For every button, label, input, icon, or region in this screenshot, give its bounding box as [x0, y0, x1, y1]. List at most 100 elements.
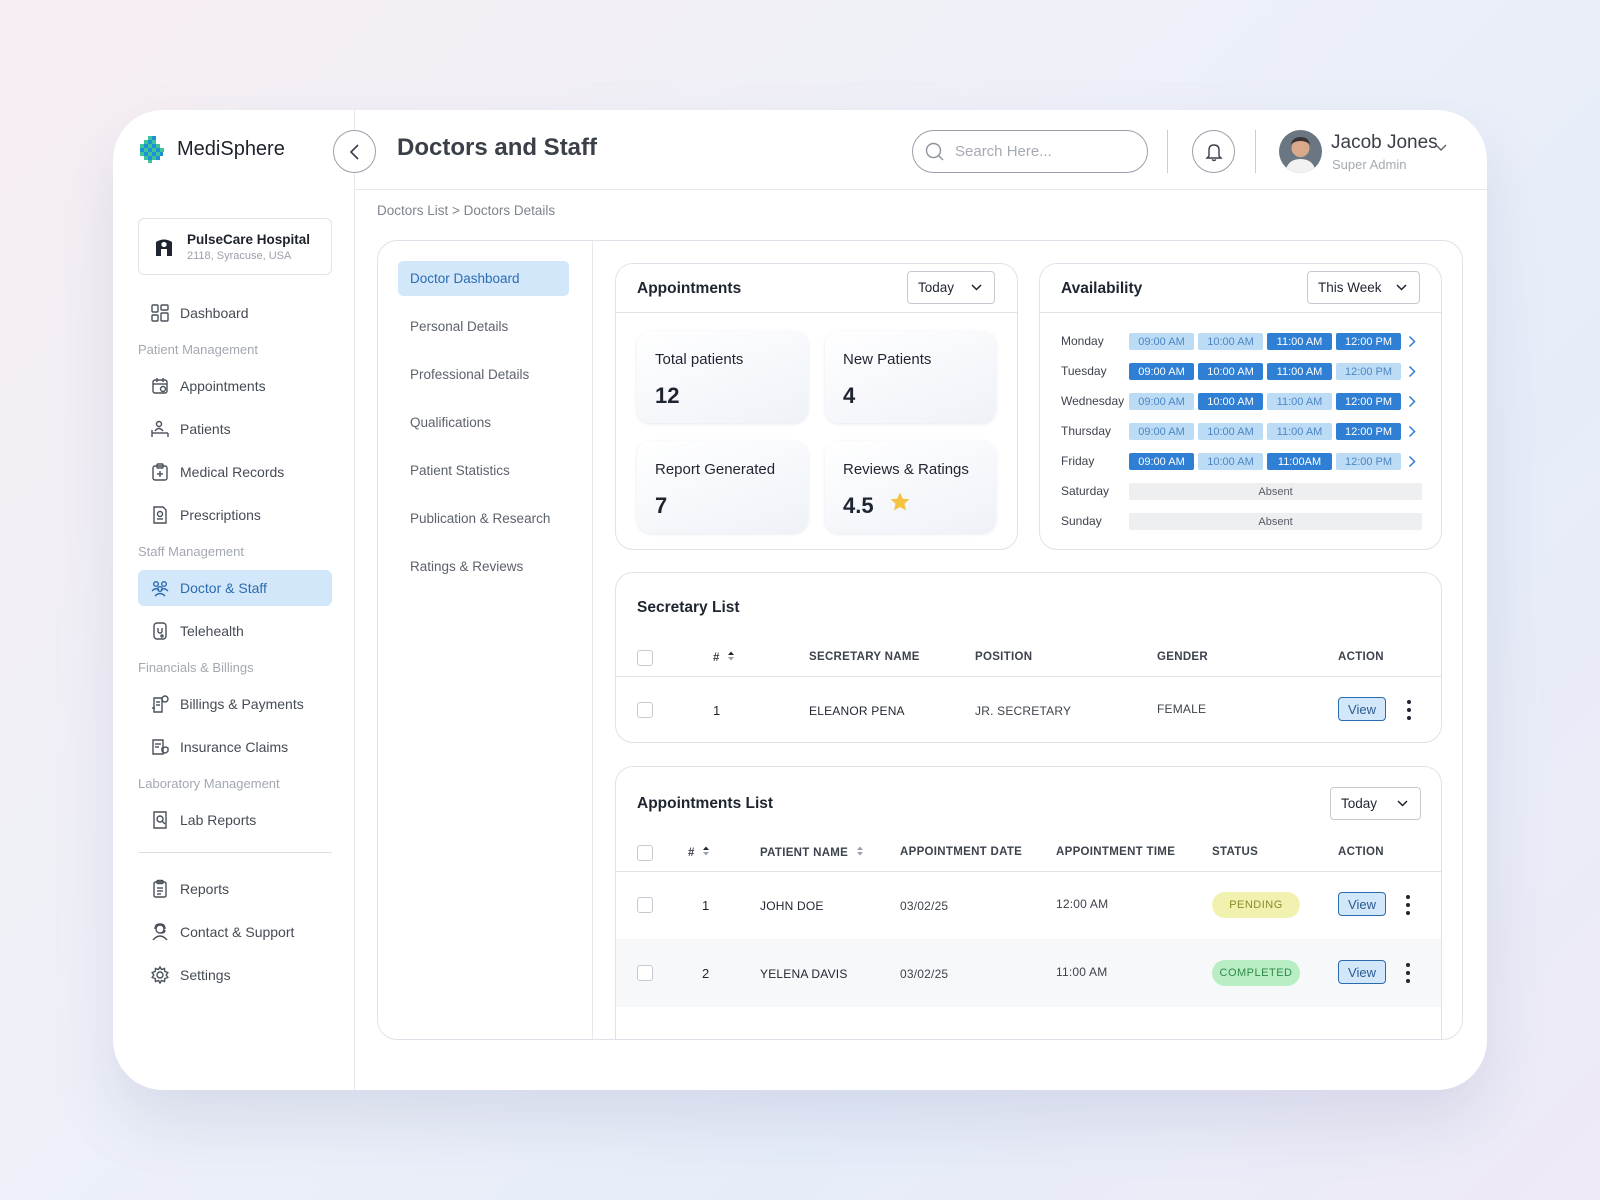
column-header-appointment-time[interactable]: APPOINTMENT TIME [1056, 846, 1176, 858]
row-number: 1 [702, 898, 710, 913]
time-slot[interactable]: 12:00 PM [1336, 453, 1401, 470]
subnav-personal-details[interactable]: Personal Details [410, 319, 509, 334]
breadcrumb[interactable]: Doctors List > Doctors Details [377, 203, 556, 218]
sidebar-item-lab-reports[interactable]: Lab Reports [138, 802, 332, 838]
more-options-icon[interactable] [1406, 700, 1412, 720]
notifications-button[interactable] [1192, 130, 1235, 173]
time-slot[interactable]: 10:00 AM [1198, 423, 1263, 440]
time-slot[interactable]: 12:00 PM [1336, 393, 1401, 410]
subnav-patient-statistics[interactable]: Patient Statistics [410, 463, 510, 478]
time-slot[interactable]: 11:00AM [1267, 453, 1332, 470]
time-slot[interactable]: 10:00 AM [1198, 393, 1263, 410]
patient-name: YELENA DAVIS [760, 967, 848, 981]
column-header-label: # [713, 652, 720, 664]
prescription-icon [153, 506, 167, 524]
sidebar-item-telehealth[interactable]: Telehealth [138, 613, 332, 649]
column-header-number[interactable]: # [688, 846, 710, 859]
column-header-position[interactable]: POSITION [975, 651, 1033, 663]
search-input[interactable] [955, 143, 1125, 160]
sidebar-item-dashboard[interactable]: Dashboard [138, 295, 332, 331]
lab-report-icon [153, 811, 167, 829]
reports-icon [153, 879, 167, 898]
day-label: Monday [1061, 334, 1104, 348]
time-slot[interactable]: 09:00 AM [1129, 333, 1194, 350]
sidebar-item-appointments[interactable]: Appointments [138, 368, 332, 404]
header-divider [1167, 130, 1168, 173]
time-slot[interactable]: 09:00 AM [1129, 423, 1194, 440]
chevron-left-icon [349, 143, 359, 160]
sidebar-item-doctor-staff[interactable]: Doctor & Staff [138, 570, 332, 606]
sidebar-item-settings[interactable]: Settings [138, 957, 332, 993]
time-slot[interactable]: 12:00 PM [1336, 363, 1401, 380]
user-name[interactable]: Jacob Jones [1331, 132, 1438, 153]
day-label: Thursday [1061, 424, 1112, 438]
availability-filter-dropdown[interactable]: This Week [1307, 271, 1420, 304]
column-header-secretary-name[interactable]: SECRETARY NAME [809, 651, 920, 663]
time-slot[interactable]: 12:00 PM [1336, 423, 1401, 440]
column-header-gender[interactable]: GENDER [1157, 651, 1209, 663]
sidebar-item-billings[interactable]: Billings & Payments [138, 686, 332, 722]
chevron-down-icon[interactable] [1435, 144, 1447, 152]
more-options-icon[interactable] [1405, 963, 1411, 983]
subnav-professional-details[interactable]: Professional Details [410, 367, 530, 382]
time-slot[interactable]: 11:00 AM [1267, 363, 1332, 380]
column-header-appointment-date[interactable]: APPOINTMENT DATE [900, 846, 1023, 858]
appointments-filter-dropdown[interactable]: Today [907, 271, 995, 304]
sidebar-item-label: Dashboard [180, 305, 249, 321]
row-checkbox[interactable] [637, 965, 653, 981]
select-all-checkbox[interactable] [637, 845, 653, 861]
select-all-checkbox[interactable] [637, 650, 653, 666]
sidebar-item-medical-records[interactable]: Medical Records [138, 454, 332, 490]
time-slot[interactable]: 10:00 AM [1198, 453, 1263, 470]
sidebar-item-contact-support[interactable]: Contact & Support [138, 914, 332, 950]
chevron-right-icon[interactable] [1408, 365, 1416, 378]
hospital-icon [156, 239, 172, 256]
sidebar-item-patients[interactable]: Patients [138, 411, 332, 447]
column-header-status[interactable]: STATUS [1212, 846, 1259, 858]
sidebar-item-insurance[interactable]: Insurance Claims [138, 729, 332, 765]
section-staff-management: Staff Management [138, 543, 244, 559]
subnav-ratings-reviews[interactable]: Ratings & Reviews [410, 559, 524, 574]
time-slot[interactable]: 10:00 AM [1198, 333, 1263, 350]
hospital-selector[interactable]: PulseCare Hospital 2118, Syracuse, USA [138, 218, 332, 275]
row-checkbox[interactable] [637, 702, 653, 718]
absent-bar: Absent [1129, 483, 1422, 500]
staff-group-icon [151, 581, 169, 597]
sidebar-item-prescriptions[interactable]: Prescriptions [138, 497, 332, 533]
logo[interactable]: MediSphere [137, 134, 285, 164]
time-slot[interactable]: 10:00 AM [1198, 363, 1263, 380]
subnav-publication-research[interactable]: Publication & Research [410, 511, 551, 526]
chevron-right-icon[interactable] [1408, 395, 1416, 408]
time-slot[interactable]: 09:00 AM [1129, 363, 1194, 380]
sidebar-item-label: Telehealth [180, 623, 244, 639]
time-slot[interactable]: 09:00 AM [1129, 393, 1194, 410]
view-button[interactable]: View [1338, 697, 1386, 721]
time-slot[interactable]: 12:00 PM [1336, 333, 1401, 350]
column-header-number[interactable]: # [713, 651, 735, 664]
column-header-patient-name[interactable]: PATIENT NAME [760, 846, 864, 859]
time-slot[interactable]: 11:00 AM [1267, 393, 1332, 410]
appointments-list-filter-dropdown[interactable]: Today [1330, 787, 1421, 820]
avatar[interactable] [1279, 130, 1322, 173]
day-label: Wednesday [1061, 394, 1125, 408]
column-header-action: ACTION [1338, 846, 1384, 858]
availability-card-title: Availability [1061, 280, 1143, 297]
chevron-right-icon[interactable] [1408, 335, 1416, 348]
chevron-right-icon[interactable] [1408, 455, 1416, 468]
stat-value: 12 [655, 383, 680, 408]
time-slot[interactable]: 09:00 AM [1129, 453, 1194, 470]
back-button[interactable] [333, 130, 376, 173]
subnav-qualifications[interactable]: Qualifications [410, 415, 492, 430]
view-button[interactable]: View [1338, 960, 1386, 984]
view-button[interactable]: View [1338, 892, 1386, 916]
more-options-icon[interactable] [1405, 895, 1411, 915]
chevron-right-icon[interactable] [1408, 425, 1416, 438]
availability-card: Availability This Week Monday 09:00 AM 1… [1039, 263, 1442, 550]
search-bar[interactable] [912, 130, 1148, 173]
subnav-doctor-dashboard[interactable]: Doctor Dashboard [398, 261, 569, 296]
time-slot[interactable]: 11:00 AM [1267, 333, 1332, 350]
sidebar-item-reports[interactable]: Reports [138, 871, 332, 907]
section-financials: Financials & Billings [138, 659, 254, 675]
time-slot[interactable]: 11:00 AM [1267, 423, 1332, 440]
row-checkbox[interactable] [637, 897, 653, 913]
